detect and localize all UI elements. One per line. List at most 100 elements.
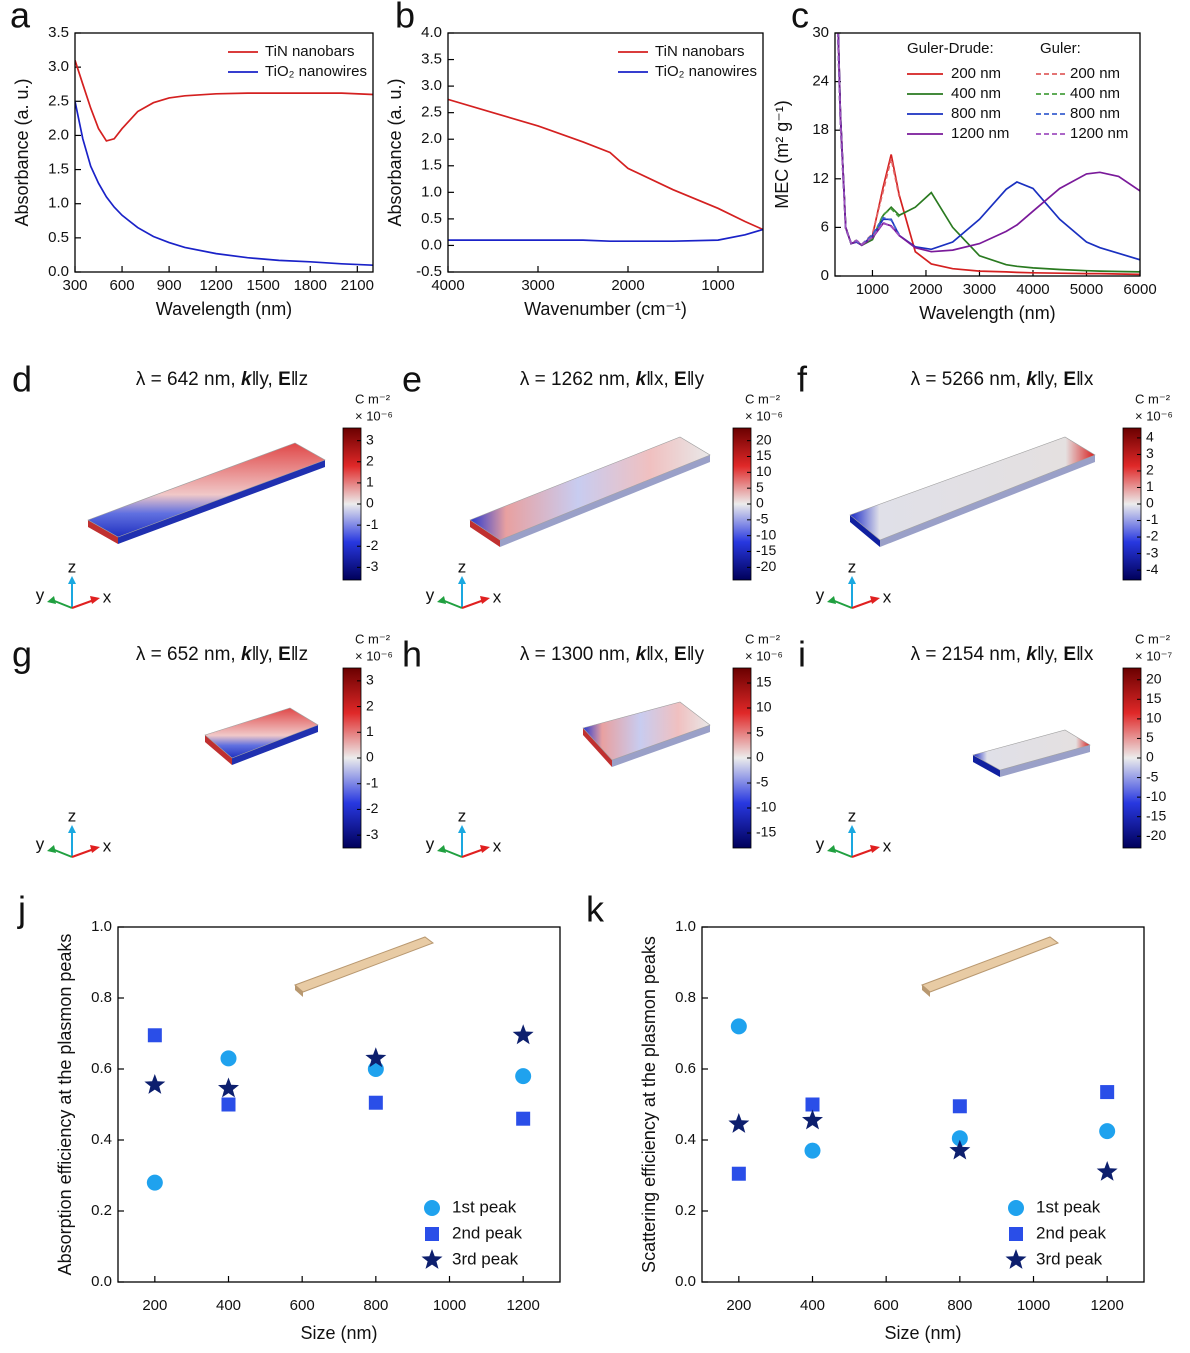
y-tick-label: 0.5 bbox=[421, 210, 442, 227]
axis-arrow bbox=[851, 599, 875, 609]
line-series bbox=[836, 33, 900, 246]
y-tick-label: 0.5 bbox=[48, 229, 69, 246]
legend-label: 800 nm bbox=[1070, 105, 1120, 122]
legend-label: 1200 nm bbox=[1070, 125, 1128, 142]
colorbar-tick-label: -10 bbox=[756, 799, 776, 815]
marker bbox=[220, 1050, 237, 1067]
legend-label: 2nd peak bbox=[452, 1223, 522, 1242]
y-tick-label: 0.0 bbox=[91, 1273, 112, 1290]
y-tick-label: 0.6 bbox=[91, 1060, 112, 1077]
colorbar-scale: × 10⁻⁶ bbox=[745, 648, 783, 663]
x-axis-title: Size (nm) bbox=[884, 1323, 961, 1343]
colorbar-tick-label: 0 bbox=[756, 495, 764, 511]
colorbar-scale: × 10⁻⁶ bbox=[1135, 408, 1173, 423]
title-part: k bbox=[1026, 369, 1038, 390]
colorbar-tick-label: 20 bbox=[756, 431, 772, 447]
map-title: λ = 1300 nm, k‖x, E‖y bbox=[520, 644, 705, 665]
colorbar-tick-label: -20 bbox=[1146, 827, 1166, 843]
marker bbox=[951, 1130, 968, 1147]
inset-nanobar-k bbox=[921, 936, 1060, 997]
colorbar-unit: C m⁻² bbox=[1135, 391, 1171, 406]
nanobar-side bbox=[880, 455, 1095, 547]
colorbar-tick-label: 2 bbox=[366, 697, 374, 713]
panel-label: b bbox=[395, 0, 415, 36]
marker bbox=[146, 1174, 163, 1191]
x-tick-label: 200 bbox=[726, 1297, 751, 1314]
arrow-head bbox=[870, 596, 880, 604]
marker bbox=[731, 1166, 746, 1181]
y-tick-label: 2.0 bbox=[421, 130, 442, 147]
arrow-head bbox=[458, 825, 466, 833]
colorbar-tick-label: -3 bbox=[366, 826, 379, 842]
line-series bbox=[836, 33, 900, 246]
axis-letter: x bbox=[493, 587, 502, 606]
axis-arrow bbox=[51, 599, 73, 609]
colorbar-tick-label: -2 bbox=[366, 537, 379, 553]
nanobar bbox=[204, 707, 319, 759]
axis-letter: x bbox=[493, 836, 502, 855]
marker bbox=[1099, 1123, 1116, 1140]
axis-arrow bbox=[461, 848, 485, 858]
legend-label: 1st peak bbox=[1036, 1197, 1101, 1216]
legend-label: 200 nm bbox=[1070, 65, 1120, 82]
colorbar-tick-label: 20 bbox=[1146, 670, 1162, 686]
title-part: E bbox=[674, 369, 687, 390]
axis-letter: y bbox=[426, 834, 435, 853]
legend-title: Guler: bbox=[1040, 40, 1081, 57]
y-axis-title: Scattering efficiency at the plasmon pea… bbox=[639, 936, 659, 1273]
arrow-head bbox=[437, 845, 446, 853]
y-tick-label: 18 bbox=[812, 121, 829, 138]
legend-label: 3rd peak bbox=[1036, 1249, 1103, 1268]
marker bbox=[218, 1077, 239, 1098]
y-tick-label: 1.0 bbox=[421, 183, 442, 200]
colorbar-tick-label: -15 bbox=[756, 542, 776, 558]
panel-label: f bbox=[797, 359, 808, 400]
panel-label: j bbox=[17, 889, 26, 930]
y-tick-label: 12 bbox=[812, 170, 829, 187]
colorbar-tick-label: 3 bbox=[366, 431, 374, 447]
colorbar-tick-label: 0 bbox=[1146, 749, 1154, 765]
title-part: ‖x bbox=[1076, 644, 1094, 665]
axis-arrow bbox=[851, 848, 875, 858]
nanobar-side bbox=[1000, 745, 1090, 777]
title-part: ‖x, bbox=[646, 369, 674, 390]
nanobar bbox=[849, 436, 1096, 541]
colorbar-scale: × 10⁻⁶ bbox=[745, 408, 783, 423]
colorbar-tick-label: -3 bbox=[366, 558, 379, 574]
x-tick-label: 3000 bbox=[521, 277, 554, 294]
arrow-head bbox=[827, 596, 836, 604]
axis-letter: z bbox=[848, 806, 857, 825]
marker bbox=[365, 1047, 387, 1068]
x-tick-label: 1200 bbox=[1090, 1297, 1123, 1314]
axis-letter: y bbox=[36, 585, 45, 604]
colorbar-tick-label: 1 bbox=[366, 474, 374, 490]
y-tick-label: -0.5 bbox=[416, 263, 442, 280]
line-series bbox=[448, 228, 763, 243]
title-part: E bbox=[278, 644, 291, 665]
x-tick-label: 2000 bbox=[909, 281, 942, 298]
line-series bbox=[75, 60, 373, 142]
arrow-head bbox=[68, 576, 76, 584]
title-part: λ = 1300 nm, bbox=[520, 644, 636, 665]
colorbar-tick-label: -1 bbox=[366, 774, 379, 790]
plot-frame bbox=[117, 926, 561, 1283]
arrow-head bbox=[47, 596, 56, 604]
nanobar bbox=[972, 729, 1091, 771]
marker bbox=[802, 1109, 823, 1130]
x-axis-title: Wavelength (nm) bbox=[156, 299, 292, 319]
axis-letter: x bbox=[103, 587, 112, 606]
panel-label: i bbox=[798, 634, 806, 675]
colorbar-tick-label: -2 bbox=[366, 800, 379, 816]
y-tick-label: 3.0 bbox=[48, 58, 69, 75]
colorbar-tick-label: 0 bbox=[1146, 495, 1154, 511]
x-tick-label: 600 bbox=[110, 277, 135, 294]
panel-label: c bbox=[791, 0, 809, 36]
x-axis-title: Wavenumber (cm⁻¹) bbox=[524, 299, 687, 319]
title-part: λ = 652 nm, bbox=[136, 644, 241, 665]
axis-arrow bbox=[71, 848, 95, 858]
axis-letter: x bbox=[883, 587, 892, 606]
arrow-head bbox=[47, 845, 56, 853]
y-tick-label: 0.4 bbox=[91, 1131, 112, 1148]
colorbar-tick-label: 3 bbox=[1146, 445, 1154, 461]
y-tick-label: 0.0 bbox=[421, 236, 442, 253]
